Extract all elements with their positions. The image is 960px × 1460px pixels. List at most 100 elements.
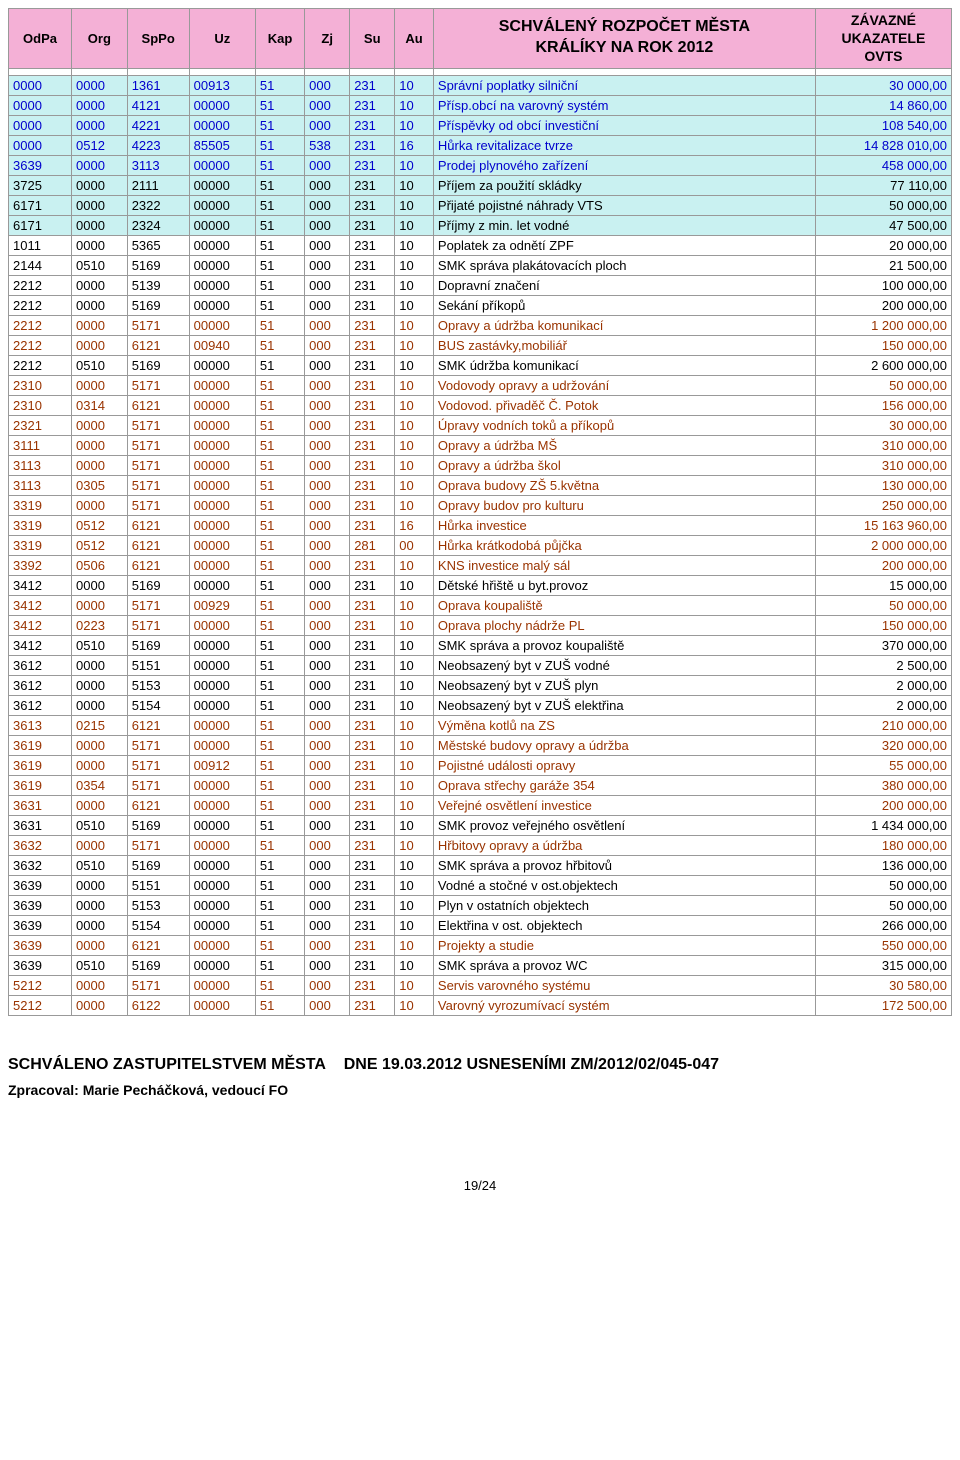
amount-cell: 2 000 000,00 <box>815 535 951 555</box>
code-cell: 00000 <box>189 315 255 335</box>
code-cell: 10 <box>395 335 434 355</box>
code-cell: 51 <box>255 395 304 415</box>
code-cell: 51 <box>255 755 304 775</box>
code-cell: 3725 <box>9 175 72 195</box>
code-cell: 0000 <box>72 595 128 615</box>
amount-cell: 30 000,00 <box>815 75 951 95</box>
desc-cell: Oprava plochy nádrže PL <box>433 615 815 635</box>
code-cell: 10 <box>395 755 434 775</box>
amount-cell: 2 600 000,00 <box>815 355 951 375</box>
table-row: 363200005171000005100023110Hřbitovy opra… <box>9 835 952 855</box>
desc-cell: Pojistné události opravy <box>433 755 815 775</box>
code-cell: 0223 <box>72 615 128 635</box>
table-row: 000000004221000005100023110Příspěvky od … <box>9 115 952 135</box>
desc-cell: Vodné a stočné v ost.objektech <box>433 875 815 895</box>
code-cell: 000 <box>305 975 350 995</box>
code-cell: 5169 <box>127 355 189 375</box>
code-cell: 2310 <box>9 395 72 415</box>
code-cell: 000 <box>305 615 350 635</box>
code-cell: 6121 <box>127 395 189 415</box>
code-cell: 10 <box>395 75 434 95</box>
table-row: 361302156121000005100023110Výměna kotlů … <box>9 715 952 735</box>
table-row: 617100002324000005100023110Příjmy z min.… <box>9 215 952 235</box>
table-row: 341200005169000005100023110Dětské hřiště… <box>9 575 952 595</box>
code-cell: 000 <box>305 495 350 515</box>
code-cell: 3639 <box>9 915 72 935</box>
code-cell: 0000 <box>72 915 128 935</box>
table-row: 363900005153000005100023110Plyn v ostatn… <box>9 895 952 915</box>
amount-cell: 156 000,00 <box>815 395 951 415</box>
col-zj: Zj <box>305 9 350 69</box>
code-cell: 51 <box>255 75 304 95</box>
code-cell: 000 <box>305 235 350 255</box>
code-cell: 0000 <box>72 795 128 815</box>
code-cell: 51 <box>255 915 304 935</box>
desc-cell: Sekání příkopů <box>433 295 815 315</box>
code-cell: 51 <box>255 215 304 235</box>
code-cell: 51 <box>255 675 304 695</box>
code-cell: 00000 <box>189 675 255 695</box>
code-cell: 231 <box>350 215 395 235</box>
desc-cell: SMK správa a provoz koupaliště <box>433 635 815 655</box>
code-cell: 231 <box>350 875 395 895</box>
amount-cell: 172 500,00 <box>815 995 951 1015</box>
code-cell: 10 <box>395 715 434 735</box>
code-cell: 5171 <box>127 315 189 335</box>
amount-cell: 310 000,00 <box>815 455 951 475</box>
code-cell: 85505 <box>189 135 255 155</box>
code-cell: 000 <box>305 535 350 555</box>
table-row: 311303055171000005100023110Oprava budovy… <box>9 475 952 495</box>
code-cell: 6121 <box>127 795 189 815</box>
code-cell: 10 <box>395 895 434 915</box>
desc-cell: Projekty a studie <box>433 935 815 955</box>
table-row: 341205105169000005100023110SMK správa a … <box>9 635 952 655</box>
code-cell: 231 <box>350 475 395 495</box>
code-cell: 0000 <box>72 675 128 695</box>
code-cell: 5169 <box>127 295 189 315</box>
desc-cell: Plyn v ostatních objektech <box>433 895 815 915</box>
table-row: 363105105169000005100023110SMK provoz ve… <box>9 815 952 835</box>
code-cell: 3412 <box>9 635 72 655</box>
amount-cell: 136 000,00 <box>815 855 951 875</box>
desc-cell: Příjmy z min. let vodné <box>433 215 815 235</box>
table-row: 361903545171000005100023110Oprava střech… <box>9 775 952 795</box>
code-cell: 10 <box>395 175 434 195</box>
code-cell: 231 <box>350 295 395 315</box>
amount-cell: 200 000,00 <box>815 555 951 575</box>
code-cell: 0000 <box>72 735 128 755</box>
table-row: 000000001361009135100023110Správní popla… <box>9 75 952 95</box>
code-cell: 10 <box>395 315 434 335</box>
code-cell: 0510 <box>72 955 128 975</box>
code-cell: 5171 <box>127 595 189 615</box>
code-cell: 10 <box>395 495 434 515</box>
code-cell: 5212 <box>9 995 72 1015</box>
code-cell: 10 <box>395 195 434 215</box>
code-cell: 51 <box>255 735 304 755</box>
code-cell: 5151 <box>127 655 189 675</box>
code-cell: 3113 <box>9 455 72 475</box>
table-row: 221205105169000005100023110SMK údržba ko… <box>9 355 952 375</box>
code-cell: 2324 <box>127 215 189 235</box>
code-cell: 00912 <box>189 755 255 775</box>
amount-cell: 200 000,00 <box>815 795 951 815</box>
amount-cell: 55 000,00 <box>815 755 951 775</box>
code-cell: 51 <box>255 115 304 135</box>
col-uz: Uz <box>189 9 255 69</box>
code-cell: 10 <box>395 975 434 995</box>
code-cell: 00000 <box>189 575 255 595</box>
table-row: 341200005171009295100023110Oprava koupal… <box>9 595 952 615</box>
code-cell: 231 <box>350 355 395 375</box>
code-cell: 10 <box>395 955 434 975</box>
code-cell: 000 <box>305 595 350 615</box>
code-cell: 10 <box>395 935 434 955</box>
col-su: Su <box>350 9 395 69</box>
desc-cell: Opravy a údržba komunikací <box>433 315 815 335</box>
code-cell: 10 <box>395 255 434 275</box>
amount-cell: 1 200 000,00 <box>815 315 951 335</box>
code-cell: 000 <box>305 735 350 755</box>
code-cell: 6121 <box>127 715 189 735</box>
code-cell: 4121 <box>127 95 189 115</box>
code-cell: 00 <box>395 535 434 555</box>
code-cell: 5171 <box>127 735 189 755</box>
code-cell: 6121 <box>127 535 189 555</box>
